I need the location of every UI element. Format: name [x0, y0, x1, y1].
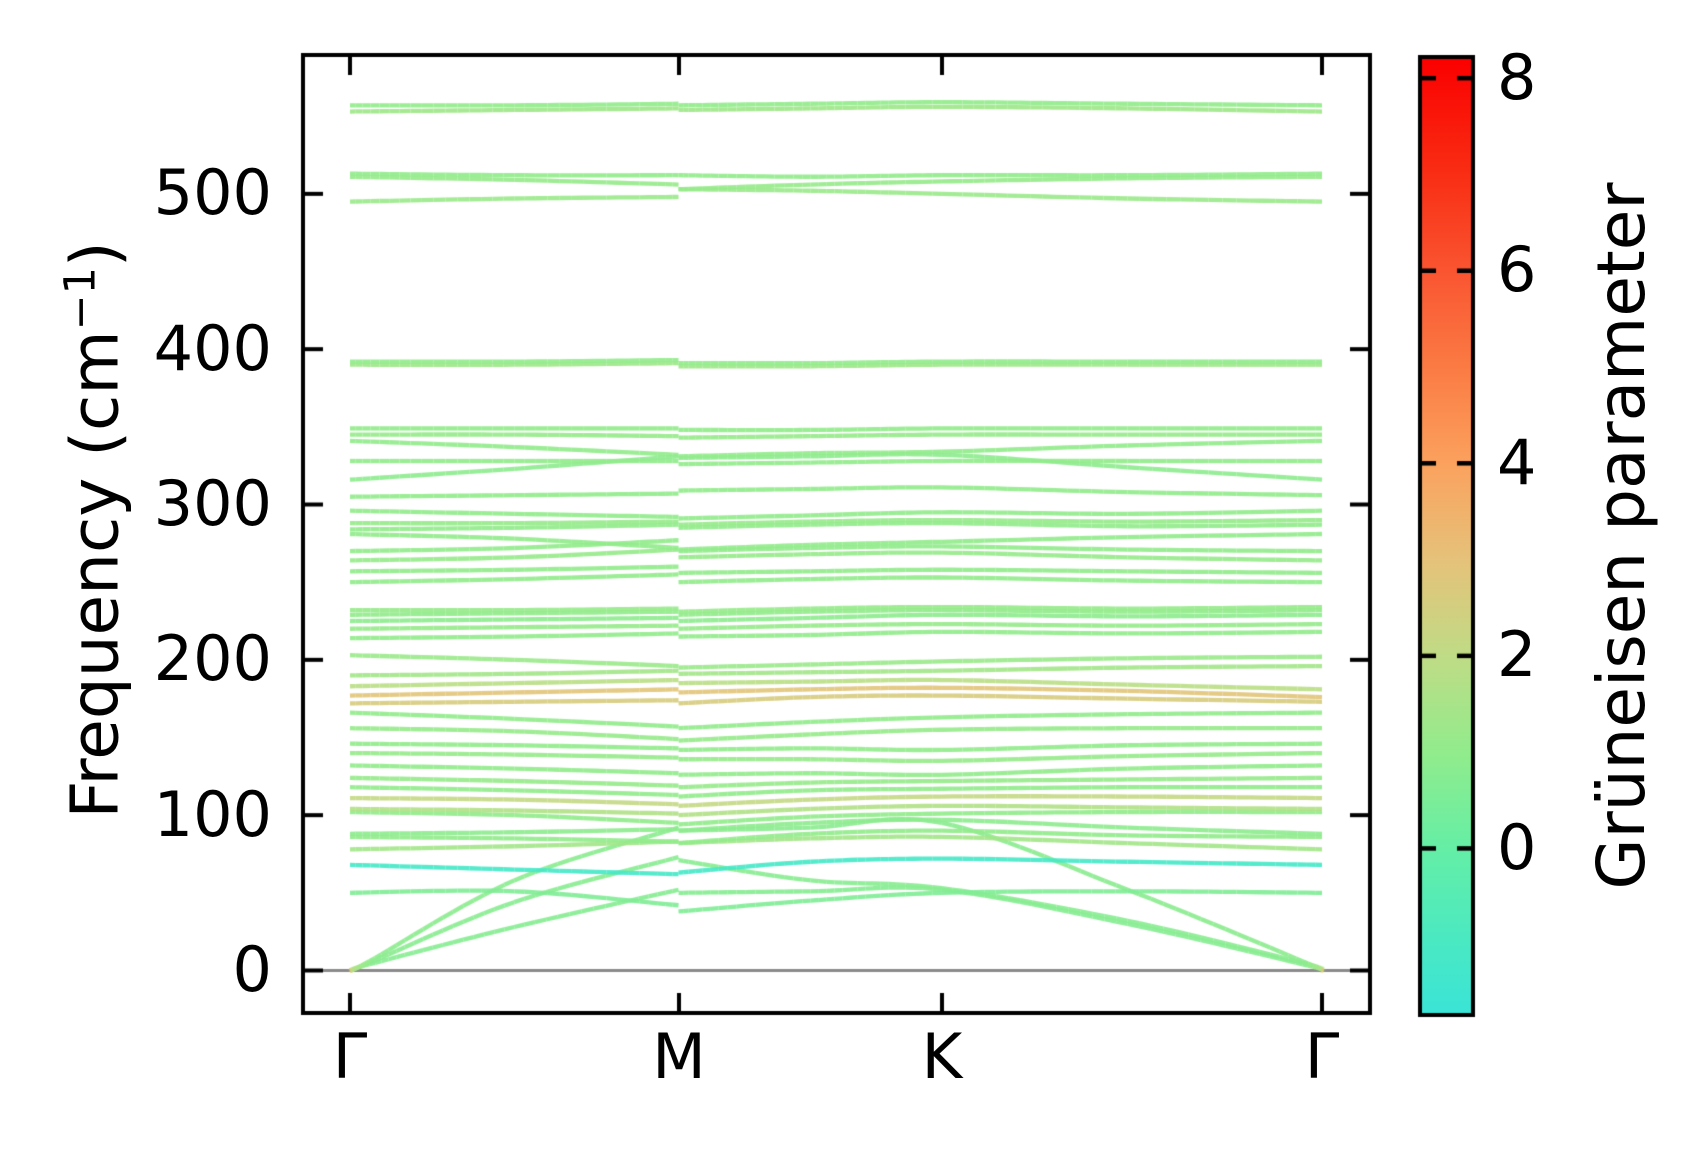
x-tick-label-gamma-right: Γ	[1304, 1020, 1340, 1093]
y-axis-label-suffix: )	[56, 241, 134, 268]
colorbar-label: Grüneisen parameter	[1583, 182, 1660, 890]
colorbar-tick-label-4: 4	[1497, 426, 1537, 499]
y-tick-label-300: 300	[153, 467, 272, 540]
y-tick-label-0: 0	[232, 933, 272, 1006]
y-tick-label-400: 400	[153, 312, 272, 385]
x-tick-label-m: M	[652, 1020, 706, 1093]
colorbar-tick-label-8: 8	[1497, 41, 1537, 114]
colorbar-tick-label-6: 6	[1497, 233, 1537, 306]
y-tick-label-100: 100	[153, 778, 272, 851]
y-axis-label-superscript: −1	[55, 267, 106, 331]
colorbar-tick-label-0: 0	[1497, 811, 1537, 884]
x-tick-label-k: K	[921, 1020, 963, 1093]
x-tick-label-gamma-left: Γ	[332, 1020, 368, 1093]
y-axis-label-prefix: Frequency (cm	[56, 330, 134, 819]
y-axis-label: Frequency (cm−1)	[48, 241, 134, 818]
y-tick-label-200: 200	[153, 622, 272, 695]
colorbar-tick-label-2: 2	[1497, 618, 1537, 691]
y-tick-label-500: 500	[153, 156, 272, 229]
